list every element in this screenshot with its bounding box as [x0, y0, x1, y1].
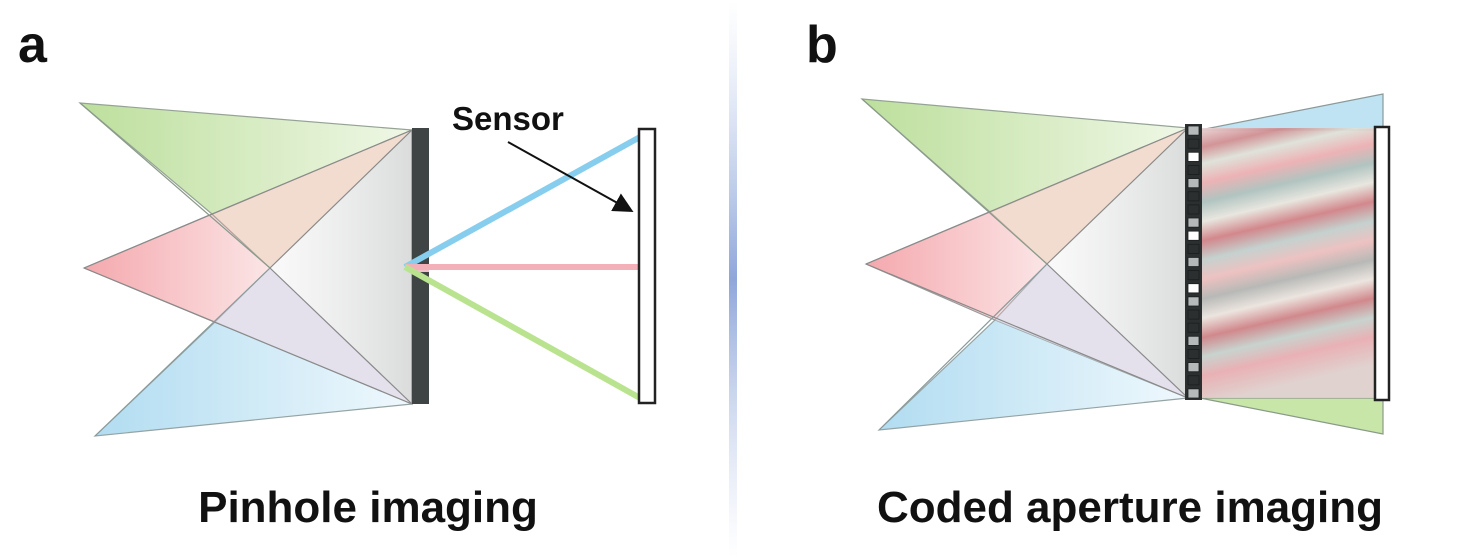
overlap-cone-lower	[215, 268, 412, 404]
sensor	[1373, 125, 1391, 402]
cone-edge	[79, 102, 271, 269]
panel-a-caption: Pinhole imaging	[198, 483, 538, 532]
multiplexed-projection	[1201, 128, 1377, 398]
overlap-cone-lower	[995, 264, 1188, 398]
aperture-cell-dark	[1187, 375, 1200, 386]
aperture-cell-dark	[1187, 165, 1200, 175]
aperture-cell-white	[1187, 151, 1200, 162]
cone-edge	[878, 263, 1048, 431]
aperture-cell-dark	[1187, 322, 1200, 333]
blue-back-cone	[1199, 93, 1384, 131]
aperture-cell-white	[1187, 283, 1200, 294]
sensor-arrow	[507, 141, 634, 212]
green-back-cone	[1199, 397, 1384, 435]
aperture-cell-light	[1187, 388, 1200, 399]
projection-sheen	[1201, 128, 1377, 398]
aperture-cell-light	[1187, 335, 1200, 346]
aperture-cell-light	[1187, 257, 1200, 267]
green-ray	[403, 264, 642, 401]
cone-edge	[83, 129, 413, 269]
cone-edge	[94, 267, 271, 437]
aperture-cell-light	[1187, 217, 1200, 228]
aperture-cell-light	[1187, 296, 1200, 307]
panel-b: b Coded aperture imaging	[806, 16, 1391, 532]
aperture-cell-light	[1187, 362, 1200, 373]
aperture-cell-dark	[1187, 270, 1200, 281]
aperture-cell-dark	[1187, 243, 1200, 254]
sensor	[637, 127, 657, 405]
aperture-cell-light	[1187, 125, 1200, 136]
sensor-label: Sensor	[452, 100, 564, 137]
aperture-cell-dark	[1187, 191, 1200, 202]
panel-a-letter: a	[18, 16, 48, 74]
cone-edge	[861, 98, 1048, 265]
aperture-cell-dark	[1187, 138, 1200, 149]
overlap-cone-upper	[990, 128, 1188, 264]
panel-b-letter: b	[806, 16, 838, 74]
aperture-cell-dark	[1187, 309, 1200, 320]
blue-ray	[403, 134, 642, 270]
aperture-cell-light	[1187, 178, 1200, 189]
panel-divider	[729, 0, 737, 558]
panel-b-caption: Coded aperture imaging	[877, 483, 1383, 532]
panel-a: a Sensor Pinhole imaging	[18, 16, 657, 532]
cone-edge	[83, 267, 413, 405]
coded-aperture-mask	[1185, 124, 1202, 400]
overlap-cone-upper	[212, 130, 412, 268]
aperture-cell-dark	[1187, 349, 1200, 359]
cone-edge	[865, 127, 1189, 265]
cone-edge	[865, 263, 1189, 399]
aperture-cell-white	[1187, 230, 1200, 241]
aperture-cell-dark	[1187, 204, 1200, 215]
